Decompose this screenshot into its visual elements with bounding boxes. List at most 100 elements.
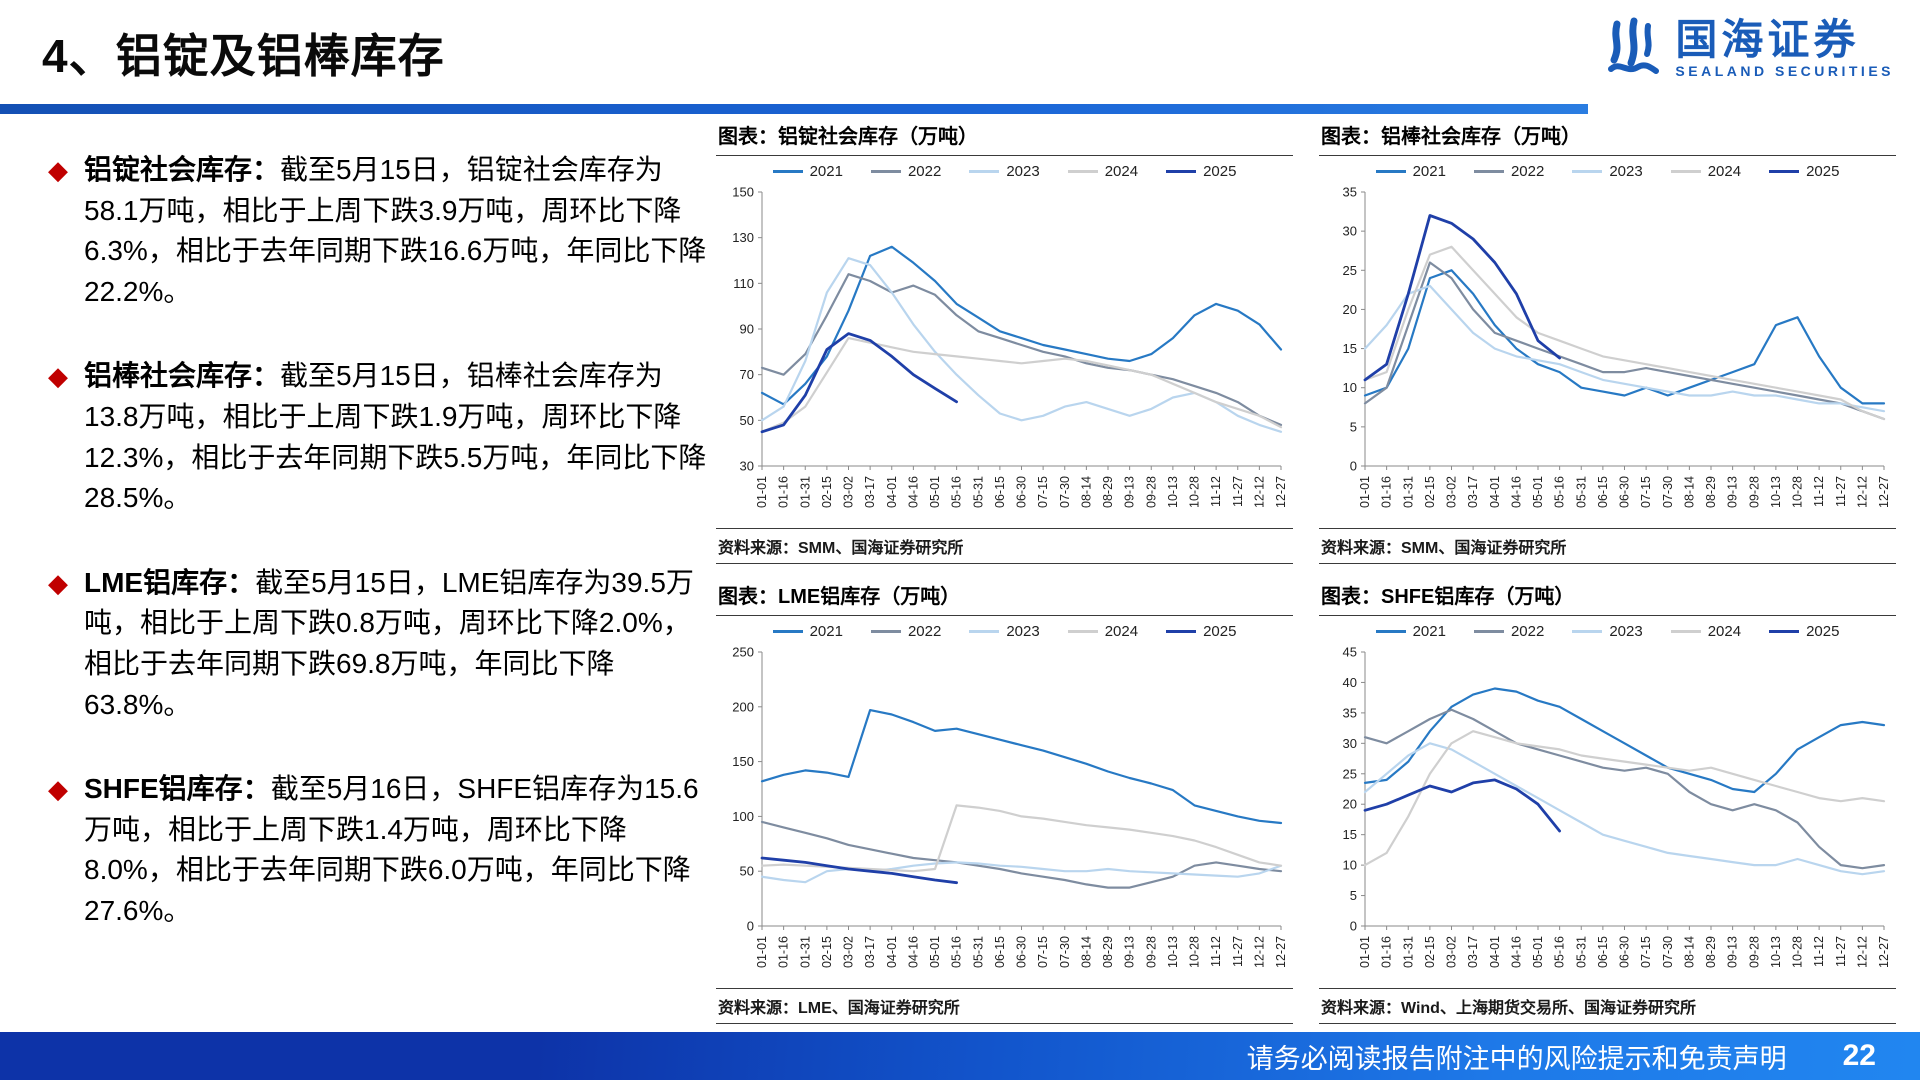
legend-item-2022: 2022 [870, 163, 942, 180]
bullet-text: 截至5月16日，SHFE铝库存为15.6万吨，相比于上周下跌1.4万吨，周环比下… [84, 773, 699, 926]
x-tick-label: 06-15 [993, 476, 1007, 508]
x-tick-label: 08-14 [1079, 936, 1093, 968]
x-tick-label: 05-01 [928, 936, 942, 968]
x-tick-label: 08-29 [1101, 476, 1115, 508]
x-tick-label: 02-15 [1423, 936, 1437, 968]
x-tick-label: 11-12 [1812, 936, 1826, 967]
diamond-bullet-icon: ◆ [48, 361, 68, 392]
x-tick-label: 05-01 [1531, 936, 1545, 968]
footer-bar: 请务必阅读报告附注中的风险提示和免责声明 22 [0, 1032, 1920, 1080]
bullet-text: 截至5月15日，铝棒社会库存为13.8万吨，相比于上周下跌1.9万吨，周环比下降… [84, 360, 707, 514]
page-title: 4、铝锭及铝棒库存 [42, 30, 445, 82]
x-tick-label: 11-12 [1209, 476, 1223, 507]
legend-line-icon [1375, 170, 1406, 173]
x-tick-label: 11-27 [1834, 936, 1848, 967]
x-tick-label: 04-16 [1509, 936, 1523, 968]
series-line-2023 [1363, 284, 1886, 413]
series-line-2022 [1363, 708, 1886, 870]
shfe-aluminum-inventory-chart: 2021 2022 2023 2024 2025 0 5 10 15 20 25 30 35 40 45 01… [1319, 616, 1896, 988]
x-tick-label: 03-02 [842, 476, 856, 508]
legend-item-2021: 2021 [1375, 163, 1446, 180]
legend-line-icon [1670, 630, 1701, 633]
legend-label: 2022 [1510, 163, 1545, 180]
x-tick-label: 06-30 [1618, 936, 1632, 968]
lme-aluminum-inventory-chart: 2021 2022 2023 2024 2025 0 50 100 150 200 250 01-01… [716, 616, 1293, 988]
legend-label: 2022 [907, 163, 942, 180]
legend-line-icon [1572, 630, 1603, 633]
legend-line-icon [772, 170, 803, 173]
series-line-2022 [760, 820, 1283, 889]
series-line-2023 [1363, 742, 1886, 876]
legend-label: 2025 [1203, 163, 1237, 180]
x-tick-label: 09-13 [1123, 936, 1137, 968]
legend-item-2025: 2025 [1166, 163, 1236, 180]
legend-item-2025: 2025 [1166, 623, 1236, 640]
legend-item-2024: 2024 [1067, 163, 1138, 180]
x-tick-label: 12-27 [1274, 936, 1288, 968]
chart-plot-area: 0 50 100 150 200 250 01-01 01-16 01-31 02-15 03-02… [732, 645, 1288, 968]
x-tick-label: 06-15 [1596, 936, 1610, 968]
legend-line-icon [1166, 630, 1197, 633]
legend-label: 2023 [1609, 163, 1643, 180]
legend-line-icon [1473, 630, 1504, 633]
y-tick-label: 0 [1350, 919, 1357, 934]
legend-label: 2021 [809, 163, 843, 180]
x-tick-label: 07-30 [1661, 476, 1675, 508]
legend-label: 2022 [907, 623, 942, 640]
y-tick-label: 0 [1350, 459, 1357, 474]
y-tick-label: 40 [1343, 675, 1357, 690]
x-tick-label: 12-12 [1252, 476, 1266, 508]
x-tick-label: 01-16 [1380, 476, 1394, 508]
x-tick-label: 05-31 [1574, 936, 1588, 968]
legend-line-icon [870, 630, 901, 633]
x-tick-label: 12-27 [1877, 476, 1891, 508]
series-line-2025 [1363, 778, 1562, 833]
x-tick-label: 10-28 [1791, 936, 1805, 968]
x-tick-label: 01-16 [1380, 936, 1394, 968]
y-tick-label: 110 [733, 276, 754, 291]
series-line-2021 [1363, 269, 1886, 405]
chart-title: 图表：铝棒社会库存（万吨） [1319, 118, 1896, 156]
legend-line-icon [969, 630, 1000, 633]
y-tick-label: 50 [740, 413, 754, 428]
x-tick-label: 03-17 [1466, 936, 1480, 968]
series-line-2021 [760, 708, 1283, 825]
x-tick-label: 09-28 [1144, 476, 1158, 508]
x-tick-label: 09-13 [1123, 476, 1137, 508]
x-tick-label: 06-15 [1596, 476, 1610, 508]
charts-grid: 图表：铝锭社会库存（万吨） 2021 2022 2023 2024 2025 30 50 70… [716, 118, 1896, 1024]
diamond-bullet-icon: ◆ [48, 567, 68, 598]
legend-item-2025: 2025 [1769, 623, 1839, 640]
legend-label: 2025 [1203, 623, 1237, 640]
x-tick-label: 07-15 [1639, 936, 1653, 968]
series-line-2022 [760, 273, 1283, 426]
chart-legend: 2021 2022 2023 2024 2025 [716, 156, 1293, 182]
x-tick-label: 08-14 [1079, 476, 1093, 508]
legend-label: 2024 [1707, 623, 1742, 640]
legend-item-2022: 2022 [870, 623, 942, 640]
legend-line-icon [1769, 170, 1800, 173]
x-tick-label: 12-27 [1274, 476, 1288, 508]
legend-label: 2025 [1806, 163, 1840, 180]
x-tick-label: 08-29 [1704, 476, 1718, 508]
legend-item-2024: 2024 [1670, 623, 1742, 640]
series-line-2024 [1363, 730, 1886, 867]
x-tick-label: 05-01 [1531, 476, 1545, 508]
legend-item-2023: 2023 [1572, 163, 1643, 180]
x-tick-label: 11-27 [1231, 936, 1245, 967]
legend-line-icon [969, 170, 1000, 173]
chart-block-shfe-inventory: 图表：SHFE铝库存（万吨） 2021 2022 2023 2024 2025 0 5 10 1… [1319, 578, 1896, 1024]
x-tick-label: 05-16 [950, 936, 964, 968]
y-tick-label: 30 [740, 459, 754, 474]
bullet-label: SHFE铝库存： [84, 773, 271, 805]
x-tick-label: 01-01 [1358, 476, 1372, 508]
chart-title: 图表：LME铝库存（万吨） [716, 578, 1293, 616]
bullet-text: 截至5月15日，LME铝库存为39.5万吨，相比于上周下跌0.8万吨，周环比下降… [84, 566, 694, 720]
x-tick-label: 01-31 [1401, 476, 1415, 508]
aluminum-bar-social-inventory-chart: 2021 2022 2023 2024 2025 0 5 10 15 20 25 30 35 01-01 0… [1319, 156, 1896, 528]
x-tick-label: 02-15 [820, 936, 834, 968]
x-tick-label: 08-14 [1682, 476, 1696, 508]
bullet-label: LME铝库存： [84, 566, 256, 598]
legend-item-2024: 2024 [1067, 623, 1138, 640]
legend-label: 2023 [1609, 623, 1643, 640]
